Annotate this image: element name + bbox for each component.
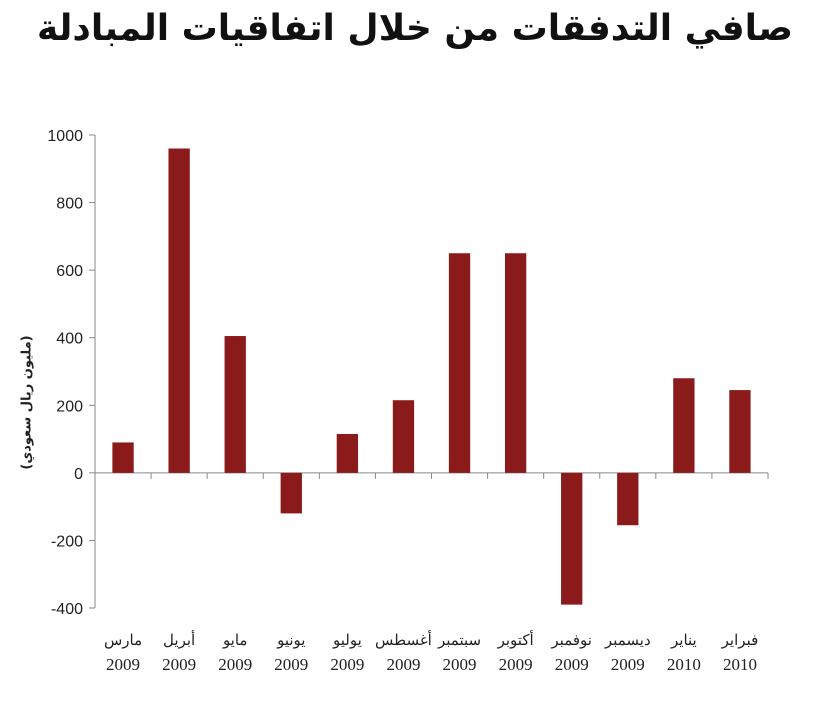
y-tick-label: -200	[51, 533, 83, 550]
bar	[280, 472, 302, 514]
x-tick-label-month: يونيو	[276, 633, 305, 649]
x-tick-label-month: نوفمبر	[550, 633, 592, 649]
y-tick-label: 600	[56, 263, 83, 280]
x-tick-label-year: 2009	[611, 655, 645, 674]
bar	[112, 442, 134, 473]
x-tick-label-month: أكتوبر	[497, 630, 534, 649]
bar	[729, 390, 751, 473]
x-tick-label-year: 2010	[723, 655, 757, 674]
x-tick-label-year: 2009	[443, 655, 477, 674]
y-tick-labels: 1000 800 600 400 200 0 -200 -400	[47, 128, 83, 618]
bar	[504, 253, 527, 473]
y-tick-label: 400	[56, 331, 83, 348]
y-tick-label: -400	[51, 601, 83, 618]
y-tick-label: 200	[56, 398, 83, 415]
x-tick-label-month: يناير	[670, 633, 697, 649]
x-tick-labels: مارس 2009 أبريل 2009 مايو 2009 يونيو 2009 يوليو 2…	[104, 630, 758, 674]
bar	[673, 378, 695, 473]
bar	[392, 400, 415, 473]
x-tick-label-year: 2009	[162, 655, 196, 674]
bar	[336, 434, 359, 473]
x-tick-label-month: يوليو	[332, 633, 362, 649]
bar	[224, 336, 246, 473]
x-tick-label-month: مايو	[222, 633, 248, 649]
y-tick-label: 0	[74, 466, 83, 483]
x-tick-label-month: مارس	[104, 633, 142, 649]
y-tick-label: 1000	[47, 128, 83, 145]
x-tick-label-year: 2009	[386, 655, 420, 674]
bar	[448, 253, 471, 473]
axes	[89, 134, 769, 609]
x-tick-label-year: 2009	[330, 655, 364, 674]
x-tick-label-month: أغسطس	[375, 630, 432, 649]
x-tick-label-year: 2009	[274, 655, 308, 674]
x-tick-label-year: 2010	[667, 655, 701, 674]
bar	[561, 472, 583, 605]
bar	[168, 148, 190, 473]
x-tick-label-year: 2009	[218, 655, 252, 674]
x-tick-label-month: سبتمبر	[437, 633, 481, 649]
bar	[617, 472, 639, 526]
x-tick-label-year: 2009	[499, 655, 533, 674]
x-tick-label-month: فبراير	[721, 633, 759, 649]
x-tick-label-year: 2009	[106, 655, 140, 674]
y-tick-label: 800	[56, 196, 83, 213]
x-tick-label-month: ديسمبر	[604, 633, 651, 649]
chart-title: صافي التدفقات من خلال اتفاقيات المبادلة	[37, 8, 793, 49]
bars	[112, 148, 751, 605]
x-tick-label-month: أبريل	[163, 630, 195, 649]
x-tick-label-year: 2009	[555, 655, 589, 674]
